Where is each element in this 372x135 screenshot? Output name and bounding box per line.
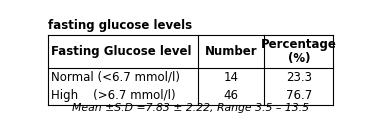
Text: Mean ±S.D =7.83 ± 2.22, Range 3.5 – 13.5: Mean ±S.D =7.83 ± 2.22, Range 3.5 – 13.5	[72, 103, 309, 113]
Text: 76.7: 76.7	[286, 89, 312, 102]
Text: High    (>6.7 mmol/l): High (>6.7 mmol/l)	[51, 89, 176, 102]
Text: Fasting Glucose level: Fasting Glucose level	[51, 45, 191, 58]
Text: (%): (%)	[288, 52, 310, 65]
Text: 23.3: 23.3	[286, 71, 312, 84]
Text: Percentage: Percentage	[261, 38, 337, 51]
Text: Normal (<6.7 mmol/l): Normal (<6.7 mmol/l)	[51, 71, 180, 84]
Text: 14: 14	[224, 71, 238, 84]
Text: fasting glucose levels: fasting glucose levels	[48, 19, 192, 32]
Text: Number: Number	[205, 45, 257, 58]
Text: 46: 46	[224, 89, 238, 102]
